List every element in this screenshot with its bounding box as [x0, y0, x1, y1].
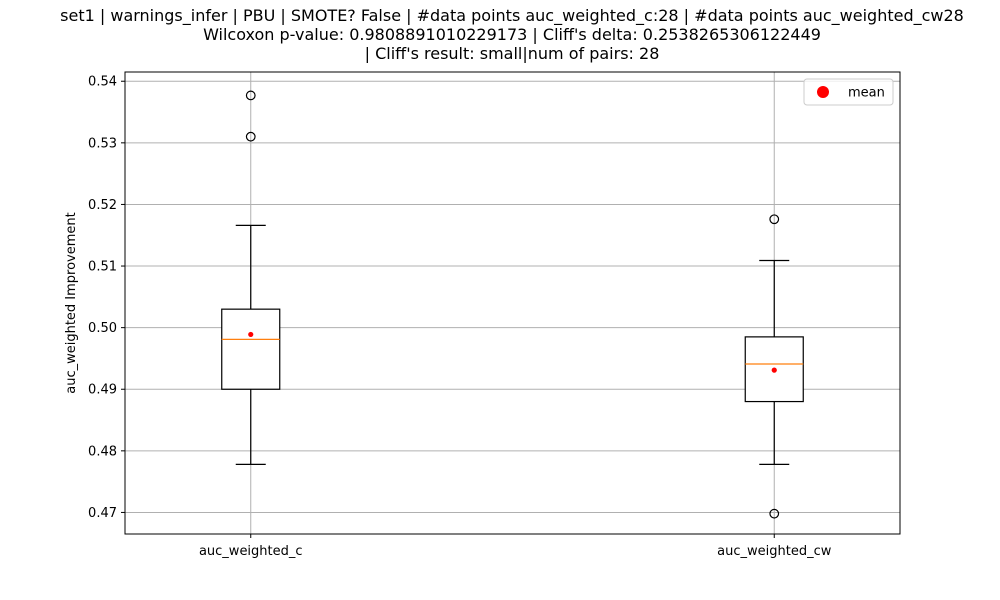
title-line-1: set1 | warnings_infer | PBU | SMOTE? Fal… — [60, 6, 964, 26]
outlier-point — [245, 90, 256, 101]
iqr-box — [221, 308, 281, 390]
y-tick-label: 0.49 — [88, 383, 117, 398]
legend-frame — [803, 78, 894, 106]
legend-mean-marker — [817, 86, 829, 98]
chart-title: set1 | warnings_infer | PBU | SMOTE? Fal… — [60, 6, 964, 63]
box-auc_weighted_c — [221, 90, 281, 465]
y-tick-label: 0.52 — [88, 198, 117, 213]
box-auc_weighted_cw — [744, 214, 804, 519]
y-axis-ticks: 0.47 0.48 0.49 0.50 0.51 0.52 0.53 0.54 — [88, 75, 125, 521]
title-line-2: Wilcoxon p-value: 0.9808891010229173 | C… — [203, 25, 821, 44]
plot-area-frame — [124, 71, 901, 535]
y-axis-label: auc_weighted Improvement — [64, 212, 79, 394]
y-tick-label: 0.48 — [88, 444, 117, 459]
mean-marker — [771, 367, 777, 373]
legend: mean — [803, 78, 894, 106]
y-tick-label: 0.54 — [88, 75, 117, 90]
legend-mean-label: mean — [848, 86, 885, 101]
boxes — [221, 90, 804, 519]
mean-marker — [248, 331, 254, 338]
y-tick-label: 0.50 — [88, 321, 117, 336]
outlier-point — [769, 508, 780, 519]
x-tick-label: auc_weighted_cw — [717, 544, 832, 559]
x-axis-ticks: auc_weighted_c auc_weighted_cw — [199, 534, 832, 559]
x-tick-label: auc_weighted_c — [199, 544, 303, 559]
y-tick-label: 0.51 — [88, 260, 117, 275]
title-line-3: | Cliff's result: small|num of pairs: 28 — [365, 44, 660, 63]
outlier-point — [245, 131, 256, 142]
y-tick-label: 0.53 — [88, 136, 117, 151]
y-tick-label: 0.47 — [88, 506, 117, 521]
outlier-point — [769, 214, 780, 225]
